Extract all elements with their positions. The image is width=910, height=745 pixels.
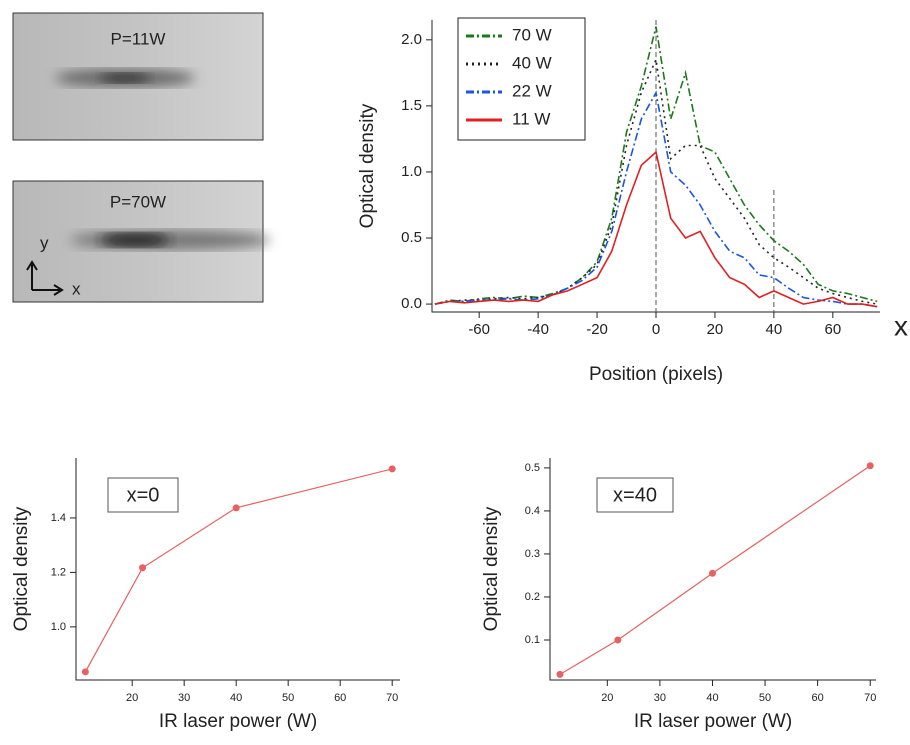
- y-axis-label: Optical density: [481, 506, 502, 631]
- cloud-core: [100, 73, 150, 83]
- y-tick-label: 0.5: [401, 229, 422, 246]
- axis-label: y: [40, 233, 49, 252]
- y-tick-label: 1.0: [51, 621, 66, 633]
- y-tick-label: 1.5: [401, 97, 422, 114]
- y-axis-label: Optical density: [11, 506, 32, 631]
- series-line: [434, 90, 878, 308]
- image-label: P=11W: [111, 29, 166, 48]
- annotation-box: [107, 477, 179, 513]
- x-tick-label: 40: [706, 692, 718, 704]
- x-tick-label: -20: [586, 321, 608, 338]
- data-point: [614, 636, 622, 644]
- x-tick-label: 50: [282, 692, 294, 704]
- x-tick-label: 60: [812, 692, 824, 704]
- y-tick-label: 0.2: [525, 591, 540, 603]
- y-tick-label: 2.0: [401, 31, 422, 48]
- image-panel: P=11W: [12, 12, 264, 141]
- cloud-core: [100, 233, 170, 247]
- axis-label: x: [72, 279, 81, 298]
- x-tick-label: 50: [759, 692, 771, 704]
- x-tick-label: 20: [601, 692, 613, 704]
- axes-arrows: [26, 260, 64, 296]
- annotation-box: [596, 477, 674, 513]
- series-line: [434, 26, 878, 305]
- image-label: P=70W: [110, 192, 166, 211]
- x-tick-label: 70: [386, 692, 398, 704]
- axes: [431, 20, 880, 313]
- x-tick-label: 40: [766, 321, 783, 338]
- data-point: [556, 670, 564, 678]
- data-point: [81, 668, 89, 676]
- data-point: [139, 564, 147, 572]
- axes: [549, 458, 876, 681]
- y-tick-label: 0.5: [525, 462, 540, 474]
- data-point: [232, 504, 240, 512]
- x-tick-label: 20: [126, 692, 138, 704]
- x-tick-label: 30: [178, 692, 190, 704]
- y-tick-label: 1.0: [401, 163, 422, 180]
- image-panel: P=70W y x: [12, 180, 270, 303]
- data-point: [708, 569, 716, 577]
- side-label: x: [894, 310, 908, 341]
- legend-label: 22 W: [512, 81, 552, 100]
- x-tick-label: 40: [230, 692, 242, 704]
- y-tick-label: 0.0: [401, 295, 422, 312]
- x-tick-label: -60: [468, 321, 490, 338]
- x-tick-label: 60: [334, 692, 346, 704]
- y-tick-label: 0.3: [525, 548, 540, 560]
- data-point: [866, 462, 874, 470]
- legend-label: 40 W: [512, 53, 552, 72]
- y-tick-label: 0.1: [525, 634, 540, 646]
- x-tick-label: 30: [654, 692, 666, 704]
- x-axis-label: IR laser power (W): [159, 711, 317, 732]
- series-line: [434, 150, 878, 308]
- x-axis-label: Position (pixels): [589, 364, 723, 385]
- x-tick-label: -40: [527, 321, 549, 338]
- annotation: x=0: [127, 484, 160, 506]
- x-tick-label: 70: [864, 692, 876, 704]
- y-tick-label: 0.4: [525, 505, 540, 517]
- series-line: [84, 468, 393, 673]
- annotation: x=40: [613, 484, 657, 506]
- x-tick-label: 0: [652, 321, 660, 338]
- axes: [75, 458, 400, 681]
- series-line: [559, 465, 871, 675]
- legend-label: 70 W: [512, 25, 552, 44]
- data-point: [388, 465, 396, 473]
- x-tick-label: 60: [824, 321, 841, 338]
- y-axis-label: Optical density: [357, 103, 378, 228]
- legend-label: 11 W: [512, 109, 550, 128]
- x-tick-label: 20: [707, 321, 724, 338]
- y-tick-label: 1.2: [51, 566, 66, 578]
- x-axis-label: IR laser power (W): [634, 711, 792, 732]
- y-tick-label: 1.4: [51, 512, 66, 524]
